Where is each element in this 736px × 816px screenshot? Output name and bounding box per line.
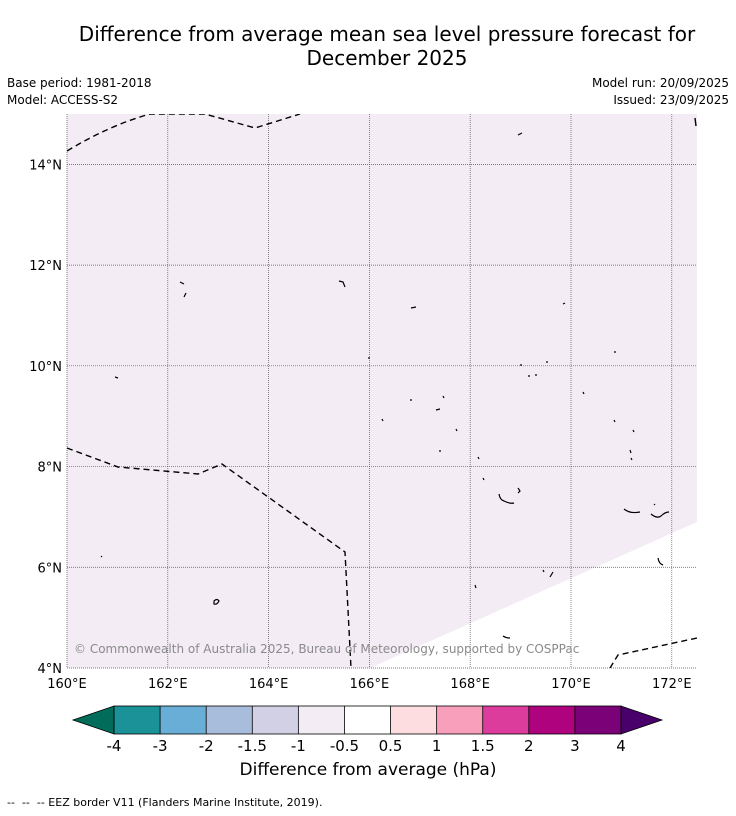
colorbar-tick-label: 2	[524, 737, 534, 755]
colorbar-tick-label: 0.5	[379, 737, 403, 755]
colorbar-segment	[574, 706, 621, 734]
colorbar-title: Difference from average (hPa)	[239, 760, 497, 780]
atoll-outline	[498, 487, 521, 504]
atoll-outline	[477, 456, 485, 481]
colorbar-outline	[113, 705, 622, 735]
colorbar-tick-label: -2	[199, 737, 214, 755]
eez-border-west	[67, 447, 352, 668]
colorbar-segment	[298, 706, 345, 734]
title-line-2: December 2025	[306, 46, 468, 70]
colorbar-segment	[390, 706, 437, 734]
atoll-outline	[562, 302, 566, 305]
lon-tick-label: 172°E	[652, 677, 692, 692]
pressure-anomaly-field	[67, 114, 697, 668]
atoll-outline	[439, 449, 633, 461]
colorbar-tick-label: 4	[616, 737, 626, 755]
lon-tick-label: 166°E	[350, 677, 390, 692]
colorbar-extend-high	[620, 705, 664, 735]
colorbar-segment	[160, 706, 207, 734]
colorbar: -4 -3 -2 -1.5 -1 -0.5 0.5 1 1.5 2 3 4	[71, 705, 664, 755]
meta-left: Base period: 1981-2018 Model: ACCESS-S2	[7, 75, 152, 109]
colorbar-segment	[528, 706, 575, 734]
atoll-outline	[623, 508, 670, 518]
colorbar-tick-label: 1	[432, 737, 442, 755]
colorbar-tick-label: 3	[570, 737, 580, 755]
atoll-outline	[100, 503, 656, 558]
colorbar-tick-label: -0.5	[330, 737, 359, 755]
eez-borders	[67, 114, 697, 668]
colorbar-tick-label: -1	[291, 737, 306, 755]
lat-tick-label: 4°N	[38, 662, 63, 677]
eez-border-southeast	[609, 637, 697, 668]
atoll-outline	[520, 351, 616, 366]
lon-tick-label: 170°E	[551, 677, 591, 692]
lat-tick-label: 14°N	[29, 158, 62, 173]
colorbar-segment	[436, 706, 483, 734]
lon-tick-label: 164°E	[249, 677, 289, 692]
coastlines	[100, 132, 670, 639]
colorbar-tick-label: -3	[153, 737, 168, 755]
lat-tick-label: 8°N	[38, 461, 63, 476]
eez-border-north	[67, 114, 301, 152]
lon-tick-label: 168°E	[450, 677, 490, 692]
colorbar-tick-label: 1.5	[471, 737, 495, 755]
eez-border-ne-corner	[694, 117, 697, 127]
atoll-outline	[410, 306, 417, 309]
lat-tick-label: 10°N	[29, 360, 62, 375]
atoll-outline	[213, 598, 220, 605]
atoll-outline	[528, 374, 585, 395]
lon-tick-label: 160°E	[47, 677, 87, 692]
atoll-outline	[381, 418, 635, 433]
graticule	[66, 114, 697, 669]
map-panel: © Commonwealth of Australia 2025, Bureau…	[66, 114, 697, 669]
atoll-outline	[474, 584, 511, 639]
map-title: Difference from average mean sea level p…	[0, 22, 736, 70]
footer-legend: -- -- -- EEZ border V11 (Flanders Marine…	[7, 796, 323, 809]
base-period: Base period: 1981-2018	[7, 76, 152, 90]
colorbar-segment	[482, 706, 529, 734]
meta-right: Model run: 20/09/2025 Issued: 23/09/2025	[592, 75, 729, 109]
atoll-outline	[114, 376, 119, 379]
lat-tick-label: 6°N	[38, 561, 63, 576]
lon-tick-label: 162°E	[148, 677, 188, 692]
atoll-outline	[517, 132, 523, 136]
colorbar-tick-label: -4	[107, 737, 122, 755]
title-line-1: Difference from average mean sea level p…	[78, 22, 696, 46]
copyright-notice: © Commonwealth of Australia 2025, Bureau…	[74, 642, 579, 656]
atoll-outline	[410, 395, 445, 411]
colorbar-extend-low	[71, 705, 115, 735]
atoll-outline	[179, 281, 187, 298]
atoll-outline	[338, 280, 346, 288]
colorbar-tick-label: -1.5	[238, 737, 267, 755]
colorbar-segment	[252, 706, 299, 734]
axis-ticks: 160°E 162°E 164°E 166°E 168°E 170°E 172°E 4°N 6°…	[29, 158, 691, 692]
atoll-outline	[542, 557, 664, 578]
issued-date: Issued: 23/09/2025	[613, 93, 729, 107]
colorbar-segment	[344, 706, 391, 734]
colorbar-segment	[114, 706, 161, 734]
colorbar-segment	[206, 706, 253, 734]
lat-tick-label: 12°N	[29, 259, 62, 274]
model-name: Model: ACCESS-S2	[7, 93, 119, 107]
model-run: Model run: 20/09/2025	[591, 76, 729, 90]
